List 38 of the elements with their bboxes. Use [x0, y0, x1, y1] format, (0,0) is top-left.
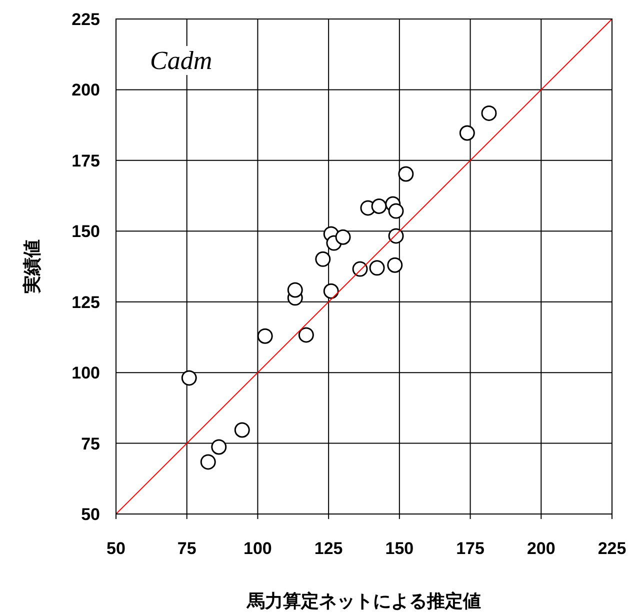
point — [481, 105, 497, 121]
point — [388, 228, 404, 244]
point — [398, 166, 414, 182]
point — [369, 260, 385, 276]
point — [459, 125, 475, 141]
y-axis-title: 実績値 — [22, 240, 42, 294]
y-tick-label: 75 — [81, 434, 100, 454]
x-tick-label: 75 — [177, 539, 196, 558]
point — [298, 327, 314, 343]
annotation: Cadm — [150, 46, 212, 75]
x-tick-label: 175 — [456, 539, 484, 558]
x-tick-label: 150 — [385, 539, 414, 558]
point — [234, 422, 250, 438]
y-tick-label: 50 — [81, 505, 100, 524]
y-tick-label: 125 — [72, 292, 100, 312]
y-tick-label: 100 — [72, 364, 100, 383]
x-tick-label: 225 — [598, 539, 626, 558]
x-tick-label: 200 — [526, 539, 556, 558]
point — [200, 454, 216, 470]
y-tick-label: 225 — [72, 10, 100, 29]
point — [181, 370, 197, 386]
x-tick-label: 50 — [106, 539, 126, 558]
point — [211, 439, 227, 455]
y-tick-label: 150 — [72, 222, 100, 242]
y-tick-label: 175 — [72, 151, 100, 170]
point — [388, 203, 404, 219]
x-tick-label: 125 — [314, 539, 343, 558]
point — [323, 283, 339, 299]
point — [257, 328, 273, 344]
point — [315, 251, 331, 267]
point — [287, 282, 303, 298]
y-tick-label: 200 — [72, 80, 100, 100]
point — [352, 261, 368, 277]
point — [387, 257, 403, 273]
x-axis-title: 馬力算定ネットによる推定値 — [246, 591, 481, 611]
point — [371, 198, 387, 214]
x-tick-label: 100 — [244, 539, 272, 558]
point — [335, 229, 351, 245]
